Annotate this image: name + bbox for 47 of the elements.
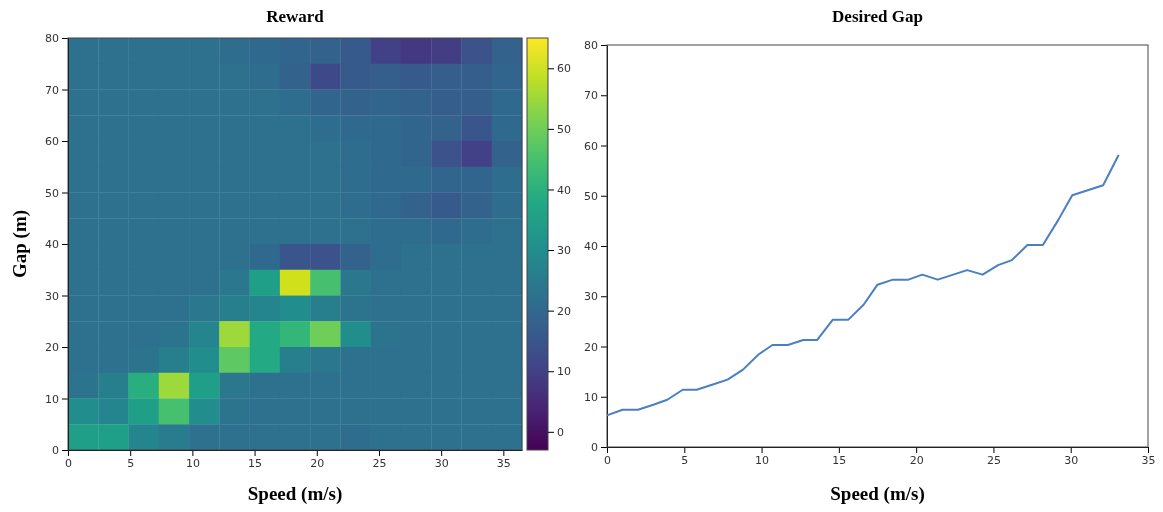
y-tick-label: 30 (584, 290, 598, 304)
color-bar-label: 0 (557, 425, 564, 439)
x-axis-title: Speed (m/s) (830, 483, 925, 505)
x-tick-label: 25 (986, 453, 1001, 467)
x-tick-label: 20 (310, 456, 325, 470)
y-tick-label: 40 (584, 240, 598, 254)
color-bar-label: 60 (557, 62, 571, 76)
y-axis-title: Gap (m) (9, 209, 31, 279)
y-tick-label: 40 (45, 238, 59, 252)
x-tick-label: 0 (65, 456, 72, 470)
x-tick-label: 0 (604, 453, 611, 467)
y-tick-label: 80 (584, 39, 598, 53)
y-tick-label: 20 (584, 340, 598, 354)
y-tick-label: 20 (45, 341, 59, 355)
color-bar-label: 40 (557, 183, 571, 197)
x-tick-label: 5 (127, 456, 135, 470)
y-tick-label: 50 (584, 189, 598, 203)
x-axis-title: Speed (m/s) (247, 483, 343, 505)
y-tick-label: 60 (45, 135, 59, 149)
y-tick-label: 30 (45, 289, 59, 303)
color-bar-label: 30 (557, 244, 571, 258)
x-tick-label: 30 (434, 456, 449, 470)
x-tick-label: 5 (681, 453, 689, 467)
line-series (606, 154, 1120, 417)
x-tick-label: 20 (909, 453, 924, 467)
x-tick-label: 35 (496, 456, 511, 470)
x-tick-label: 15 (832, 453, 847, 467)
x-tick-label: 10 (755, 453, 770, 467)
y-tick-label: 0 (591, 441, 598, 455)
x-tick-label: 35 (1141, 453, 1156, 467)
y-tick-label: 10 (584, 390, 598, 404)
y-tick-label: 60 (584, 139, 598, 153)
x-tick-label: 10 (185, 456, 200, 470)
y-tick-label: 50 (45, 186, 59, 200)
color-bar-label: 50 (557, 122, 571, 136)
x-tick-label: 30 (1064, 453, 1079, 467)
color-bar-label: 10 (557, 365, 571, 379)
y-tick-label: 80 (45, 32, 59, 46)
color-bar-label: 20 (557, 304, 571, 318)
x-tick-label: 25 (372, 456, 387, 470)
y-tick-label: 70 (45, 83, 59, 97)
x-tick-label: 15 (248, 456, 263, 470)
chart-title: Desired Gap (832, 7, 923, 26)
y-tick-label: 10 (45, 392, 59, 406)
y-tick-label: 0 (52, 444, 59, 458)
chart-title: Reward (266, 7, 325, 26)
y-tick-label: 70 (584, 89, 598, 103)
